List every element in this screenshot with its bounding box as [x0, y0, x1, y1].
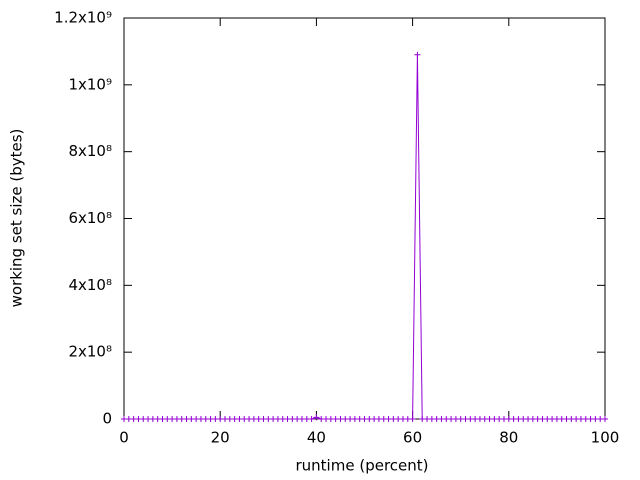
y-tick-label: 1.2x10⁹ — [54, 9, 112, 27]
point-marker — [602, 416, 608, 422]
x-tick-label: 80 — [499, 429, 518, 447]
y-tick-label: 6x10⁸ — [68, 209, 112, 227]
x-tick-label: 0 — [119, 429, 129, 447]
point-marker — [313, 414, 320, 421]
point-marker — [308, 416, 315, 422]
point-marker — [409, 416, 416, 422]
series-line — [124, 54, 605, 420]
y-tick-label: 1x10⁹ — [68, 75, 112, 93]
y-tick-label: 8x10⁸ — [68, 142, 112, 160]
x-tick-label: 40 — [307, 429, 326, 447]
point-marker — [414, 51, 421, 58]
x-axis-label: runtime (percent) — [296, 457, 429, 475]
plot-border — [123, 17, 606, 420]
x-tick-label: 20 — [211, 429, 230, 447]
x-tick-label: 60 — [403, 429, 422, 447]
y-axis-label: working set size (bytes) — [8, 129, 26, 308]
y-tick-label: 4x10⁸ — [68, 276, 112, 294]
x-tick-label: 100 — [591, 429, 620, 447]
y-tick-label: 0 — [102, 410, 112, 428]
y-tick-label: 2x10⁸ — [68, 343, 112, 361]
